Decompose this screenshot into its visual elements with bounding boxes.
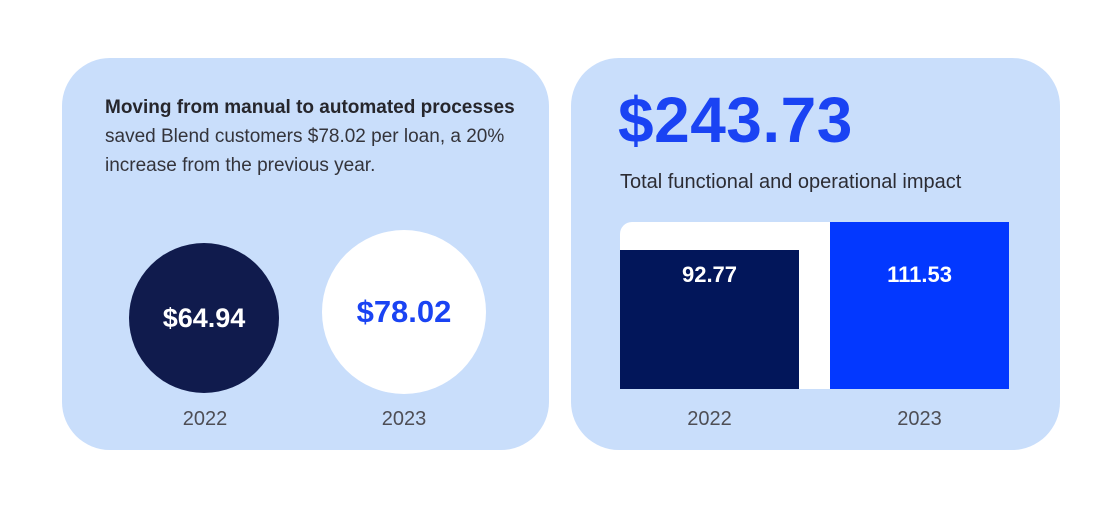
bar-2023-value: 111.53 [887, 262, 952, 287]
total-impact-card: $243.73 Total functional and operational… [571, 58, 1060, 450]
bar-2023-year-label: 2023 [897, 408, 942, 430]
card-intro-text: Moving from manual to automated processe… [105, 93, 525, 180]
circle-2022-value: $64.94 [162, 302, 246, 333]
bar-2023 [830, 222, 1009, 389]
total-impact-subtitle: Total functional and operational impact [620, 171, 962, 193]
bar-2022-value: 92.77 [681, 262, 738, 287]
bar-2022 [620, 250, 799, 389]
intro-regular-text: saved Blend customers $78.02 per loan, a… [105, 126, 505, 176]
circle-2023-value: $78.02 [356, 294, 452, 329]
total-impact-headline: $243.73 [618, 84, 853, 156]
circle-2023-year-label: 2023 [381, 408, 427, 430]
savings-per-loan-card: Moving from manual to automated processe… [62, 58, 549, 450]
circle-2022-year-label: 2022 [182, 408, 228, 430]
bar-2022-year-label: 2022 [687, 408, 732, 430]
circle-2023: $78.02 [322, 230, 486, 394]
circle-2022: $64.94 [129, 243, 279, 393]
intro-bold-text: Moving from manual to automated processe… [105, 97, 515, 118]
